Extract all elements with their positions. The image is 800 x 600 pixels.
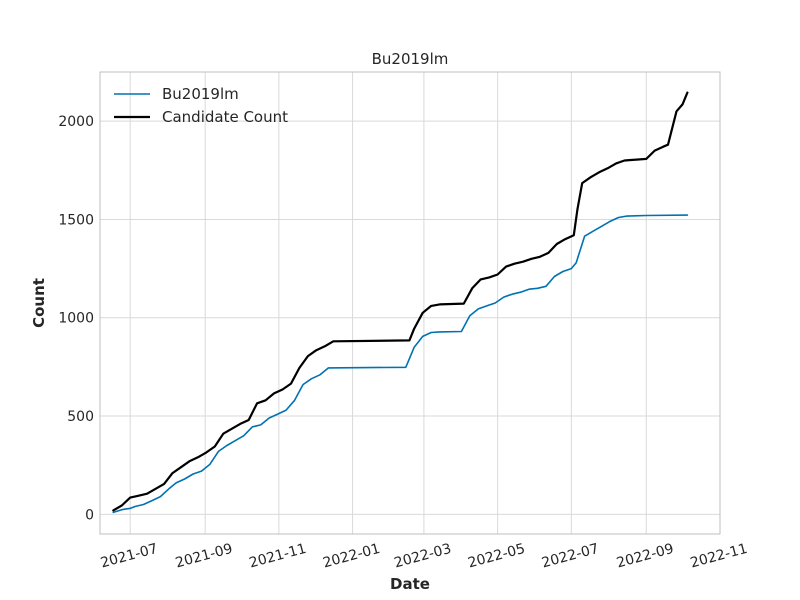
series-group [112,91,689,514]
y-tick-label: 2000 [58,114,94,130]
y-tick-label: 1000 [58,311,94,327]
grid [100,72,721,534]
x-tick-label: 2021-11 [248,541,309,572]
y-axis-label: Count [30,278,48,328]
x-axis-ticks: 2021-07 2021-09 2021-11 2022-01 2022-03 2022-… [99,541,749,572]
y-tick-label: 0 [85,507,94,523]
legend-label: Candidate Count [162,108,288,126]
series-line-bu2019lm [112,214,689,514]
x-axis-label: Date [390,575,430,593]
y-tick-label: 500 [67,409,94,425]
legend: Bu2019lm Candidate Count [114,85,288,126]
x-tick-label: 2022-09 [615,541,676,572]
x-tick-label: 2021-09 [174,541,235,572]
x-tick-label: 2022-11 [689,541,750,572]
y-axis-ticks: 0 500 1000 1500 2000 [58,114,94,523]
chart-title: Bu2019lm [372,50,449,68]
y-tick-label: 1500 [58,212,94,228]
plot-area-frame [99,71,721,535]
legend-label: Bu2019lm [162,85,239,103]
series-line-candidate-count [112,91,689,512]
x-tick-label: 2022-01 [321,541,382,572]
x-tick-label: 2021-07 [99,541,160,572]
x-tick-label: 2022-07 [540,541,601,572]
x-tick-label: 2022-05 [466,541,527,572]
x-tick-label: 2022-03 [393,541,454,572]
